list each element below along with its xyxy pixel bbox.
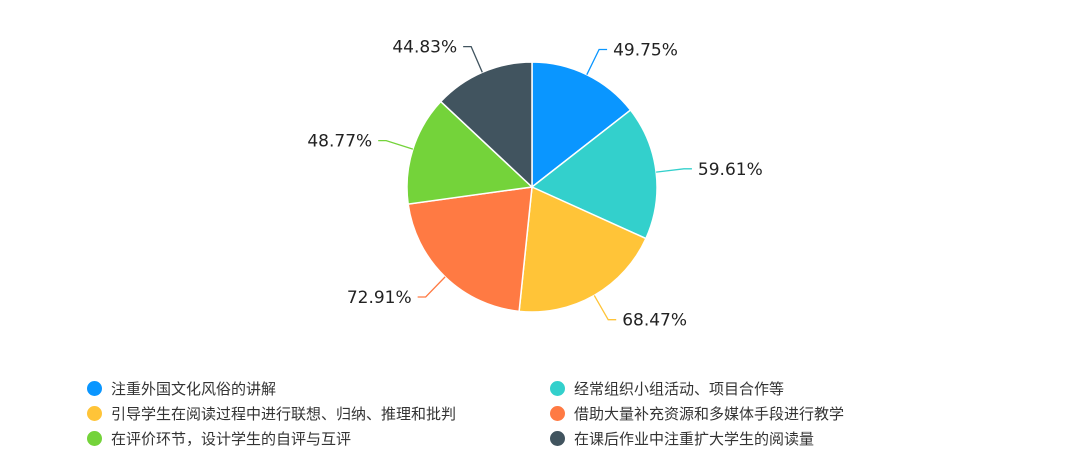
- slice-label-2: 59.61%: [698, 160, 763, 180]
- slice-label-6: 44.83%: [392, 38, 457, 58]
- legend-dot-2: [550, 380, 565, 396]
- legend-item-5[interactable]: 在评价环节，设计学生的自评与互评: [87, 427, 351, 449]
- pie-slice-4[interactable]: [407, 186, 533, 313]
- legend-item-2[interactable]: 经常组织小组活动、项目合作等: [550, 377, 784, 399]
- legend: 注重外国文化风俗的讲解 经常组织小组活动、项目合作等 引导学生在阅读过程中进行联…: [0, 377, 1080, 457]
- slice-label-4: 72.91%: [347, 288, 412, 308]
- legend-item-6[interactable]: 在课后作业中注重扩大学生的阅读量: [550, 427, 814, 449]
- legend-dot-1: [87, 380, 102, 396]
- legend-dot-4: [550, 405, 565, 421]
- legend-dot-5: [87, 430, 102, 446]
- leader-lines: [378, 45, 692, 321]
- legend-label-5: 在评价环节，设计学生的自评与互评: [111, 429, 352, 448]
- slice-label-1: 49.75%: [613, 40, 678, 60]
- legend-label-1: 注重外国文化风俗的讲解: [111, 379, 277, 398]
- leader-line-5: [378, 139, 414, 150]
- slice-label-3: 68.47%: [622, 311, 687, 331]
- leader-line-2: [656, 168, 692, 173]
- legend-dot-6: [550, 430, 565, 446]
- legend-item-1[interactable]: 注重外国文化风俗的讲解: [87, 377, 276, 399]
- pie-slices: [406, 61, 658, 313]
- leader-line-6: [463, 45, 483, 73]
- legend-label-4: 借助大量补充资源和多媒体手段进行教学: [574, 404, 845, 423]
- legend-item-3[interactable]: 引导学生在阅读过程中进行联想、归纳、推理和批判: [87, 402, 456, 424]
- legend-dot-3: [87, 405, 102, 421]
- legend-label-3: 引导学生在阅读过程中进行联想、归纳、推理和批判: [111, 404, 457, 423]
- legend-label-2: 经常组织小组活动、项目合作等: [574, 379, 785, 398]
- pie-slice-3[interactable]: [518, 185, 647, 313]
- slice-labels: 49.75% 59.61% 68.47% 72.91% 48.77% 44.83%: [307, 38, 762, 331]
- pie-slice-1[interactable]: [531, 61, 632, 189]
- pie-slice-6[interactable]: [439, 61, 533, 189]
- legend-label-6: 在课后作业中注重扩大学生的阅读量: [574, 429, 815, 448]
- leader-line-4: [417, 276, 446, 298]
- pie-chart: 49.75% 59.61% 68.47% 72.91% 48.77% 44.83%: [307, 38, 762, 331]
- legend-item-4[interactable]: 借助大量补充资源和多媒体手段进行教学: [550, 402, 844, 424]
- slice-label-5: 48.77%: [307, 132, 372, 152]
- pie-slice-2[interactable]: [530, 109, 658, 240]
- leader-line-1: [586, 48, 608, 75]
- leader-line-3: [593, 295, 617, 321]
